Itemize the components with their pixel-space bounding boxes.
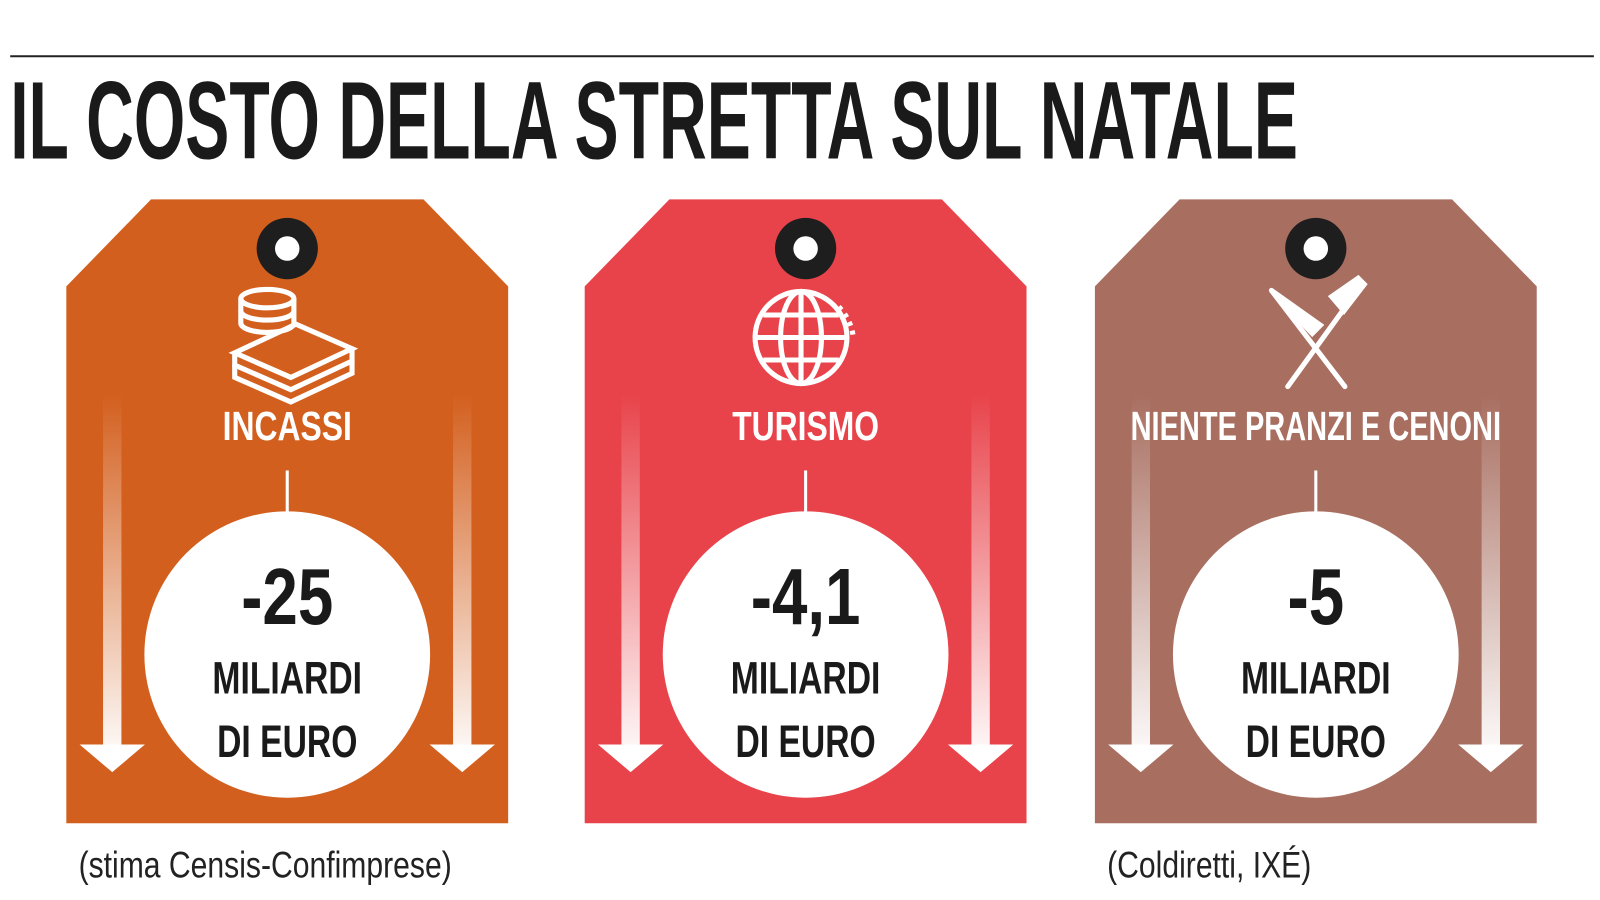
down-arrow-shaft — [103, 393, 122, 747]
tag-label: INCASSI — [223, 403, 352, 449]
tag-hole-inner — [1303, 236, 1329, 261]
cutlery-icon — [1268, 274, 1368, 390]
down-arrow-shaft — [1481, 393, 1500, 747]
down-arrow-shaft — [453, 393, 472, 747]
price-tag: TURISMO -4,1 MILIARDI DI EURO — [584, 199, 1027, 824]
down-arrow-shaft — [621, 393, 640, 747]
down-arrow-head — [597, 744, 664, 773]
down-arrow-shaft — [971, 393, 990, 747]
value-circle — [144, 511, 431, 798]
tag-value-text: -4,1 — [751, 552, 861, 641]
tags: INCASSI -25 MILIARDI DI EURO TURISMO -4,1 MILI… — [66, 199, 1537, 824]
value-circle — [1172, 511, 1459, 798]
tag-value-text: DI EURO — [217, 716, 357, 767]
tag-label: NIENTE PRANZI E CENONI — [1131, 403, 1501, 449]
down-arrow-head — [1108, 744, 1174, 773]
down-arrow-head — [1458, 744, 1524, 773]
down-arrow-head — [79, 744, 145, 773]
source-note: (Coldiretti, IXÉ) — [1107, 844, 1311, 885]
tag-value-text: MILIARDI — [731, 652, 881, 703]
tag-value-text: -25 — [241, 552, 333, 641]
tag-hole-inner — [793, 236, 818, 261]
tag-label: TURISMO — [732, 403, 879, 449]
price-tag: NIENTE PRANZI E CENONI -5 MILIARDI DI EURO — [1094, 199, 1537, 824]
down-arrow-head — [947, 744, 1014, 773]
value-circle — [662, 511, 949, 798]
tag-value-text: MILIARDI — [212, 652, 362, 703]
down-arrow-head — [429, 744, 495, 773]
money-icon — [228, 286, 359, 405]
down-arrow-shaft — [1131, 393, 1150, 747]
tag-value-text: MILIARDI — [1241, 652, 1391, 703]
tag-value-text: DI EURO — [735, 716, 875, 767]
tag-value-text: -5 — [1288, 552, 1345, 641]
source-note: (stima Censis-Confimprese) — [79, 844, 452, 885]
tag-hole-inner — [275, 236, 300, 261]
tag-value-text: DI EURO — [1246, 716, 1386, 767]
title: IL COSTO DELLA STRETTA SUL NATALE — [10, 59, 1298, 182]
price-tag: INCASSI -25 MILIARDI DI EURO — [66, 199, 509, 824]
globe-icon — [752, 288, 856, 387]
